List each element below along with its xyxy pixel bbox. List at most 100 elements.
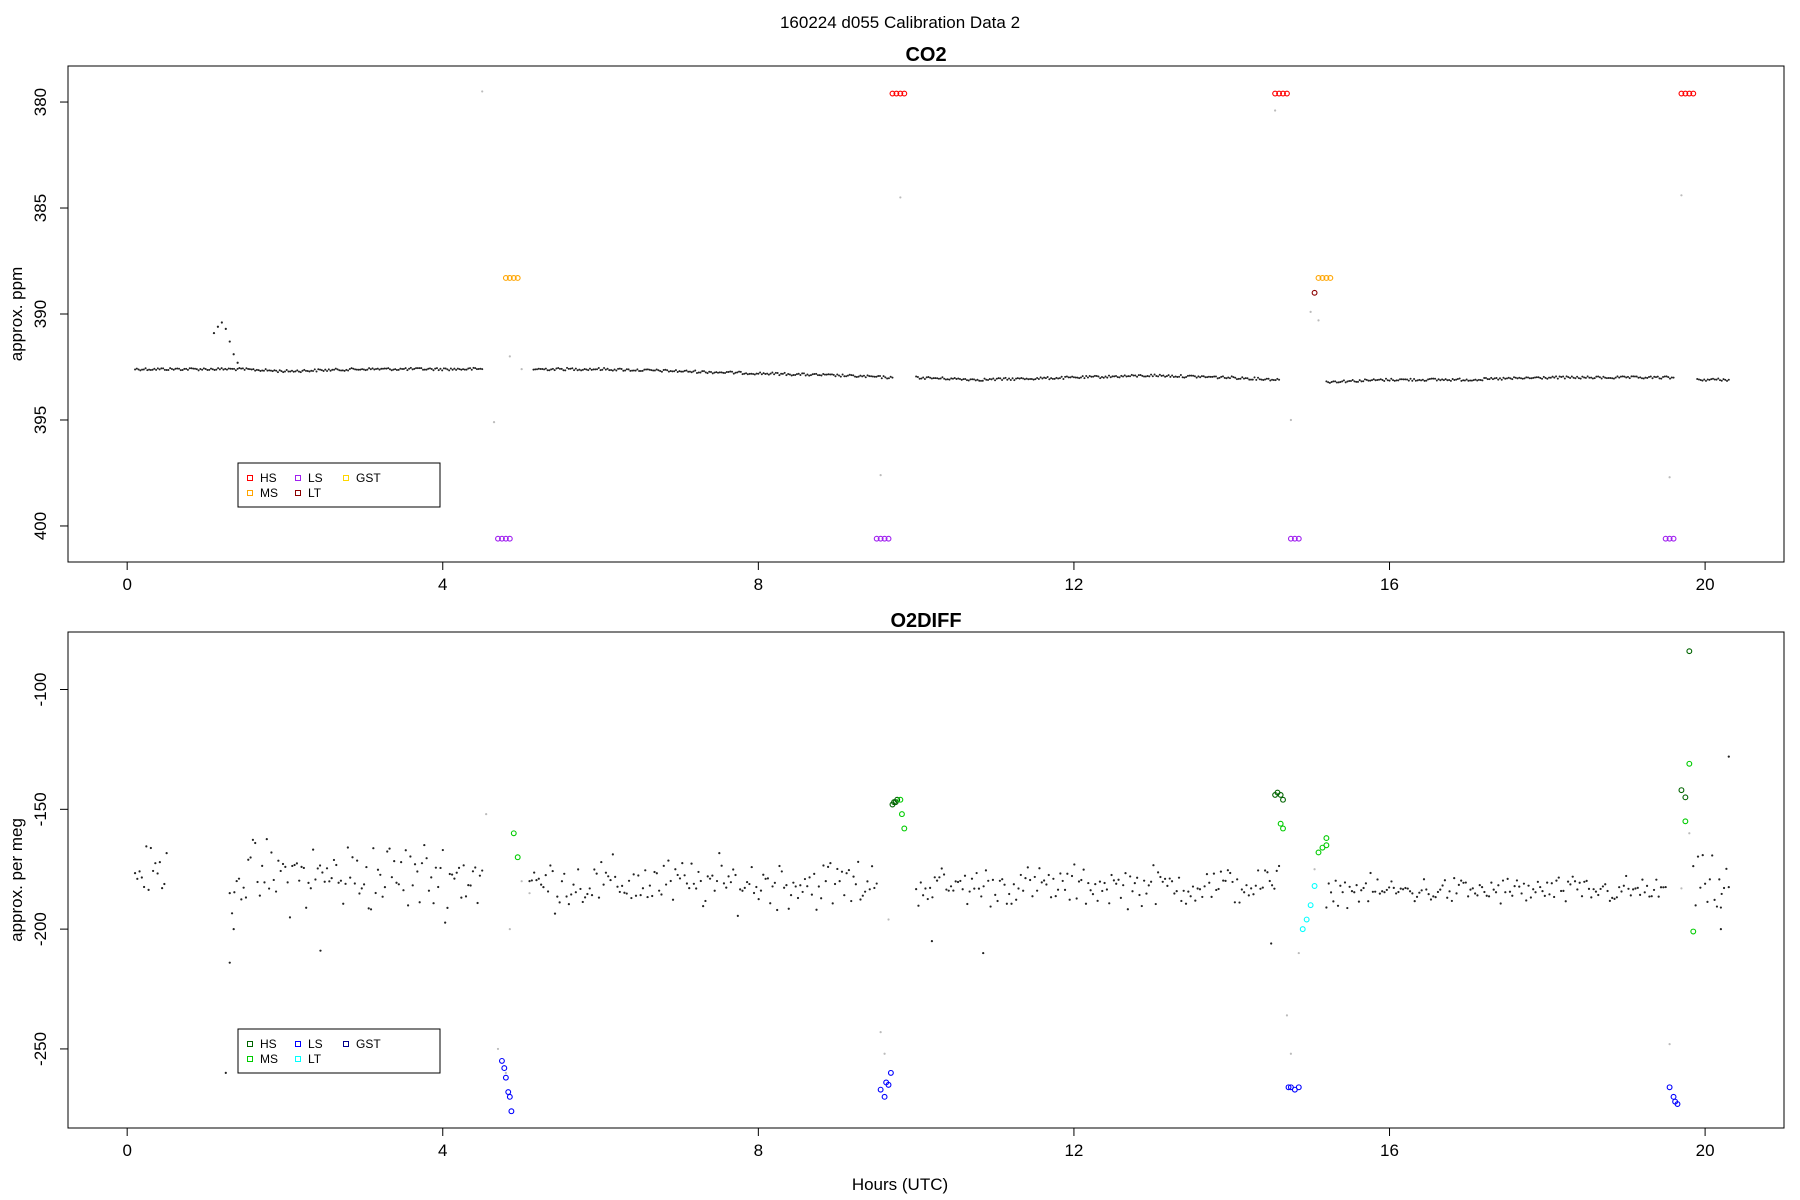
o2diff-data-point — [1722, 886, 1726, 890]
co2-data-point — [1597, 375, 1600, 378]
o2diff-data-point — [1655, 878, 1658, 881]
o2diff-data-point — [688, 887, 691, 890]
co2-data-point — [1260, 378, 1263, 381]
o2diff-data-point — [970, 877, 974, 880]
co2-data-point — [423, 368, 426, 371]
o2diff-data-point — [803, 877, 807, 881]
o2diff-data-point — [427, 889, 431, 892]
co2-data-point — [692, 370, 695, 373]
o2diff-data-point — [1559, 889, 1563, 893]
co2-data-point — [585, 368, 588, 371]
co2-data-point — [1541, 377, 1544, 380]
co2-calibration-point-hs — [1682, 90, 1689, 97]
o2diff-data-point — [771, 885, 774, 888]
o2diff-data-point — [826, 865, 830, 868]
o2diff-data-point — [1177, 876, 1181, 879]
co2-data-point — [992, 377, 995, 380]
co2-data-point — [399, 367, 402, 370]
o2diff-data-point — [1371, 890, 1374, 893]
o2diff-data-point — [1392, 886, 1395, 889]
o2diff-data-point — [752, 891, 756, 895]
o2diff-y-tick-label: -200 — [31, 912, 50, 946]
co2-data-point — [624, 369, 627, 372]
co2-data-point — [1367, 379, 1370, 382]
co2-y-tick-label: 385 — [31, 194, 50, 222]
o2diff-data-point — [699, 879, 702, 883]
o2diff-calibration-point-ls — [877, 1086, 884, 1093]
co2-data-point — [987, 379, 990, 382]
co2-data-point — [815, 372, 818, 375]
o2diff-data-point — [360, 887, 363, 890]
o2diff-data-point — [664, 883, 668, 886]
co2-data-point — [1129, 375, 1132, 378]
co2-data-point — [787, 372, 790, 375]
o2diff-data-point — [1224, 879, 1227, 882]
co2-data-point — [1726, 379, 1729, 382]
co2-data-point — [1193, 375, 1196, 378]
co2-data-point — [1162, 374, 1165, 377]
o2diff-data-point — [242, 886, 245, 889]
co2-data-point — [271, 370, 274, 373]
co2-data-point — [1074, 376, 1077, 379]
co2-data-point — [971, 378, 974, 381]
co2-data-point — [748, 372, 751, 375]
co2-data-point — [622, 369, 625, 372]
co2-calibration-point-ls — [881, 535, 888, 542]
o2diff-data-point — [930, 940, 934, 943]
co2-calibration-point-ms — [506, 275, 513, 281]
co2-y-axis-label: approx. ppm — [7, 267, 26, 362]
co2-data-point — [562, 369, 565, 372]
co2-data-point — [176, 367, 179, 370]
o2diff-data-point — [676, 873, 679, 877]
co2-data-point — [873, 375, 876, 378]
co2-data-point — [997, 377, 1000, 380]
co2-data-point — [456, 367, 459, 370]
co2-data-point — [1632, 375, 1635, 378]
co2-data-point — [1036, 376, 1039, 379]
co2-data-point — [354, 368, 357, 371]
co2-data-point — [319, 368, 322, 371]
o2diff-data-point — [982, 951, 985, 955]
co2-data-point — [181, 369, 184, 372]
co2-data-point — [1274, 379, 1277, 382]
o2diff-data-point — [1010, 902, 1013, 905]
co2-data-point — [306, 370, 309, 373]
co2-data-point — [1710, 378, 1713, 381]
co2-data-point — [539, 367, 542, 370]
co2-data-point — [580, 369, 583, 372]
co2-data-point — [366, 368, 369, 371]
co2-data-point — [680, 370, 683, 373]
co2-data-point — [1390, 377, 1393, 380]
co2-x-tick-label: 4 — [438, 575, 447, 594]
co2-data-point — [1476, 379, 1479, 382]
co2-data-point — [1023, 378, 1026, 381]
co2-data-point — [1414, 379, 1417, 382]
o2diff-calibration-point-ms — [514, 854, 521, 861]
o2diff-data-point — [1040, 881, 1043, 884]
co2-data-point — [972, 378, 975, 381]
o2diff-data-point — [1339, 884, 1342, 887]
co2-data-point — [839, 375, 842, 378]
o2diff-data-point — [279, 869, 282, 873]
co2-data-point — [729, 370, 732, 373]
o2diff-data-point — [1469, 888, 1472, 891]
co2-data-point — [1532, 376, 1535, 379]
co2-data-point — [683, 369, 686, 372]
o2diff-data-point — [1727, 755, 1730, 758]
co2-data-point — [241, 367, 244, 370]
co2-data-point — [1344, 381, 1347, 384]
o2diff-data-point — [1594, 890, 1598, 893]
o2diff-data-point — [935, 879, 939, 882]
co2-data-point — [1448, 378, 1451, 381]
o2diff-data-point — [1087, 881, 1090, 885]
co2-data-point — [179, 369, 182, 372]
co2-data-point — [1372, 378, 1375, 381]
co2-flushing-point — [1668, 476, 1671, 479]
co2-data-point — [546, 369, 549, 372]
co2-data-point — [738, 370, 741, 373]
o2diff-data-point — [240, 898, 243, 901]
co2-data-point — [1001, 379, 1004, 382]
co2-data-point — [170, 368, 173, 371]
o2diff-data-point — [558, 901, 561, 904]
o2diff-data-point — [787, 907, 790, 910]
